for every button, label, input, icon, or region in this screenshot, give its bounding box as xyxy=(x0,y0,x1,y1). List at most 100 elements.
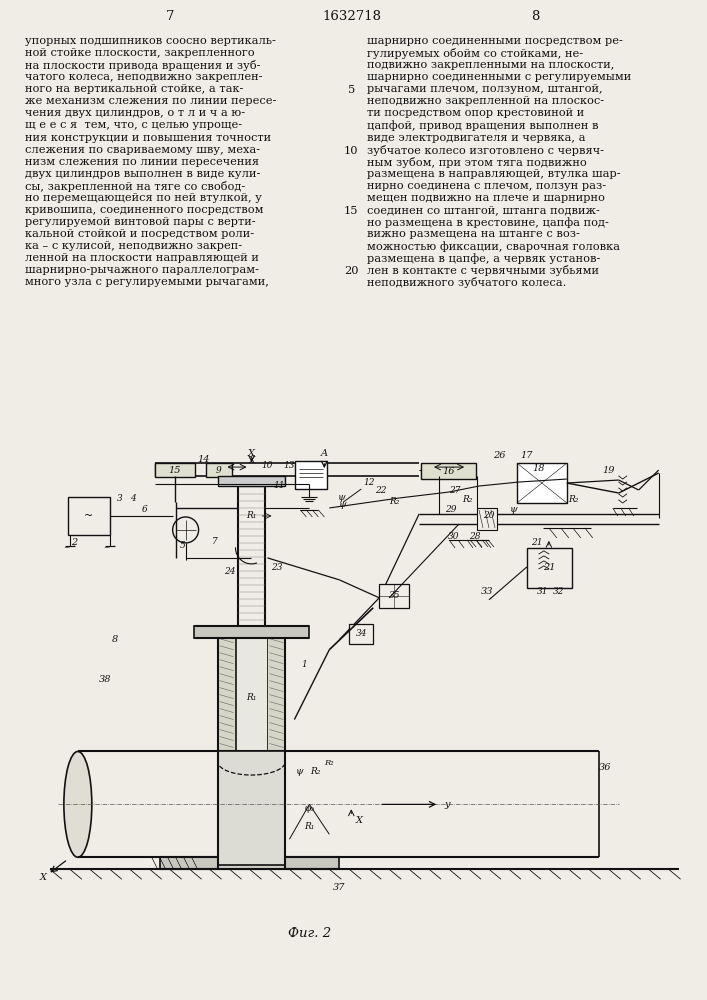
Text: 21: 21 xyxy=(531,538,543,547)
Bar xyxy=(218,476,286,486)
Text: 1632718: 1632718 xyxy=(323,10,382,23)
Text: 5: 5 xyxy=(180,541,185,550)
Text: 17: 17 xyxy=(520,451,533,460)
Text: слежения по свариваемому шву, меха-: слежения по свариваемому шву, меха- xyxy=(25,145,260,155)
Text: 37: 37 xyxy=(333,883,346,892)
Text: ленной на плоскости направляющей и: ленной на плоскости направляющей и xyxy=(25,253,259,263)
Text: но перемещающейся по ней втулкой, у: но перемещающейся по ней втулкой, у xyxy=(25,193,262,203)
Text: 27: 27 xyxy=(450,486,461,495)
Bar xyxy=(68,497,110,535)
Text: 31: 31 xyxy=(537,587,549,596)
Text: 10: 10 xyxy=(344,146,358,156)
Bar xyxy=(218,636,235,751)
Text: размещена в направляющей, втулка шар-: размещена в направляющей, втулка шар- xyxy=(367,169,621,179)
Text: A: A xyxy=(321,449,328,458)
Text: 38: 38 xyxy=(98,675,111,684)
Text: X: X xyxy=(248,456,255,465)
Text: 12: 12 xyxy=(363,478,375,487)
Text: 1: 1 xyxy=(301,660,308,669)
Text: кальной стойкой и посредством роли-: кальной стойкой и посредством роли- xyxy=(25,229,254,239)
Text: 9: 9 xyxy=(216,466,221,475)
Text: низм слежения по линии пересечения: низм слежения по линии пересечения xyxy=(25,157,259,167)
Text: 20: 20 xyxy=(344,266,358,276)
Text: можностью фиксации, сварочная головка: можностью фиксации, сварочная головка xyxy=(367,241,620,252)
Text: 15: 15 xyxy=(344,206,358,216)
Text: X: X xyxy=(356,816,363,825)
Text: щ е е с я  тем, что, с целью упроще-: щ е е с я тем, что, с целью упроще- xyxy=(25,120,242,130)
Text: же механизм слежения по линии пересе-: же механизм слежения по линии пересе- xyxy=(25,96,276,106)
Text: Фиг. 2: Фиг. 2 xyxy=(288,927,331,940)
Text: 22: 22 xyxy=(375,486,387,495)
Text: размещена в цапфе, а червяк установ-: размещена в цапфе, а червяк установ- xyxy=(367,253,601,264)
Text: R₁: R₁ xyxy=(304,822,315,831)
Text: 28: 28 xyxy=(469,532,481,541)
Text: X: X xyxy=(248,449,255,458)
Text: рычагами плечом, ползуном, штангой,: рычагами плечом, ползуном, штангой, xyxy=(367,84,603,94)
Text: ~: ~ xyxy=(84,511,93,521)
Text: ψ: ψ xyxy=(296,767,303,776)
Text: кривошипа, соединенного посредством: кривошипа, соединенного посредством xyxy=(25,205,264,215)
Text: ψ: ψ xyxy=(339,500,346,509)
Text: R₂: R₂ xyxy=(462,495,472,504)
Bar xyxy=(477,508,497,530)
Text: гулируемых обойм со стойками, не-: гулируемых обойм со стойками, не- xyxy=(367,48,583,59)
Text: ψ: ψ xyxy=(337,493,345,502)
Text: 13: 13 xyxy=(284,461,295,470)
Text: 16: 16 xyxy=(442,467,455,476)
Text: неподвижного зубчатого колеса.: неподвижного зубчатого колеса. xyxy=(367,277,566,288)
Text: 19: 19 xyxy=(602,466,615,475)
Text: 35: 35 xyxy=(388,591,400,600)
Text: 36: 36 xyxy=(599,763,611,772)
Text: двух цилиндров выполнен в виде кули-: двух цилиндров выполнен в виде кули- xyxy=(25,169,260,179)
Text: мещен подвижно на плече и шарнирно: мещен подвижно на плече и шарнирно xyxy=(367,193,605,203)
Bar xyxy=(235,636,267,751)
Text: 23: 23 xyxy=(271,563,282,572)
Ellipse shape xyxy=(64,751,92,857)
Text: 21: 21 xyxy=(542,563,555,572)
Bar xyxy=(267,636,286,751)
Text: 4: 4 xyxy=(130,494,136,503)
Bar xyxy=(296,461,327,489)
Text: регулируемой винтовой пары с верти-: регулируемой винтовой пары с верти- xyxy=(25,217,255,227)
Bar xyxy=(379,584,409,608)
Text: 15: 15 xyxy=(168,466,181,475)
Text: соединен со штангой, штанга подвиж-: соединен со штангой, штанга подвиж- xyxy=(367,205,600,215)
Text: чатого колеса, неподвижно закреплен-: чатого колеса, неподвижно закреплен- xyxy=(25,72,262,82)
Text: лен в контакте с червячными зубьями: лен в контакте с червячными зубьями xyxy=(367,265,600,276)
Text: виде электродвигателя и червяка, а: виде электродвигателя и червяка, а xyxy=(367,133,585,143)
Text: ния конструкции и повышения точности: ния конструкции и повышения точности xyxy=(25,133,271,143)
Text: X: X xyxy=(40,873,47,882)
Text: неподвижно закрепленной на плоскос-: неподвижно закрепленной на плоскос- xyxy=(367,96,604,106)
Text: 5: 5 xyxy=(348,85,355,95)
Bar xyxy=(160,857,339,869)
Text: 11: 11 xyxy=(274,481,285,490)
Text: y: y xyxy=(444,800,450,809)
Text: 8: 8 xyxy=(112,635,118,644)
Bar xyxy=(218,751,286,865)
Bar xyxy=(527,548,572,588)
Text: 33: 33 xyxy=(481,587,493,596)
Text: нирно соединена с плечом, ползун раз-: нирно соединена с плечом, ползун раз- xyxy=(367,181,607,191)
Text: 2: 2 xyxy=(71,538,77,547)
Text: ψ: ψ xyxy=(510,505,518,514)
Text: шарнирно-рычажного параллелограм-: шарнирно-рычажного параллелограм- xyxy=(25,265,259,275)
Text: R₂: R₂ xyxy=(325,759,334,767)
Text: R₂: R₂ xyxy=(568,495,579,504)
Text: 10: 10 xyxy=(262,461,273,470)
Text: ным зубом, при этом тяга подвижно: ным зубом, при этом тяга подвижно xyxy=(367,157,587,168)
Text: цапфой, привод вращения выполнен в: цапфой, привод вращения выполнен в xyxy=(367,120,599,131)
Text: ного на вертикальной стойке, а так-: ного на вертикальной стойке, а так- xyxy=(25,84,243,94)
Text: R₂: R₂ xyxy=(389,497,399,506)
Text: R₁: R₁ xyxy=(246,511,257,520)
Text: 20: 20 xyxy=(484,511,495,520)
Text: сы, закрепленной на тяге со свобод-: сы, закрепленной на тяге со свобод- xyxy=(25,181,245,192)
Text: 34: 34 xyxy=(356,629,367,638)
Text: R₁: R₁ xyxy=(246,693,257,702)
Text: вижно размещена на штанге с воз-: вижно размещена на штанге с воз- xyxy=(367,229,580,239)
Text: 26: 26 xyxy=(493,451,506,460)
Text: 32: 32 xyxy=(553,587,565,596)
Text: зубчатое колесо изготовлено с червяч-: зубчатое колесо изготовлено с червяч- xyxy=(367,145,604,156)
Text: 14: 14 xyxy=(197,455,210,464)
Text: шарнирно соединенными посредством ре-: шарнирно соединенными посредством ре- xyxy=(367,36,623,46)
Bar xyxy=(155,463,194,477)
